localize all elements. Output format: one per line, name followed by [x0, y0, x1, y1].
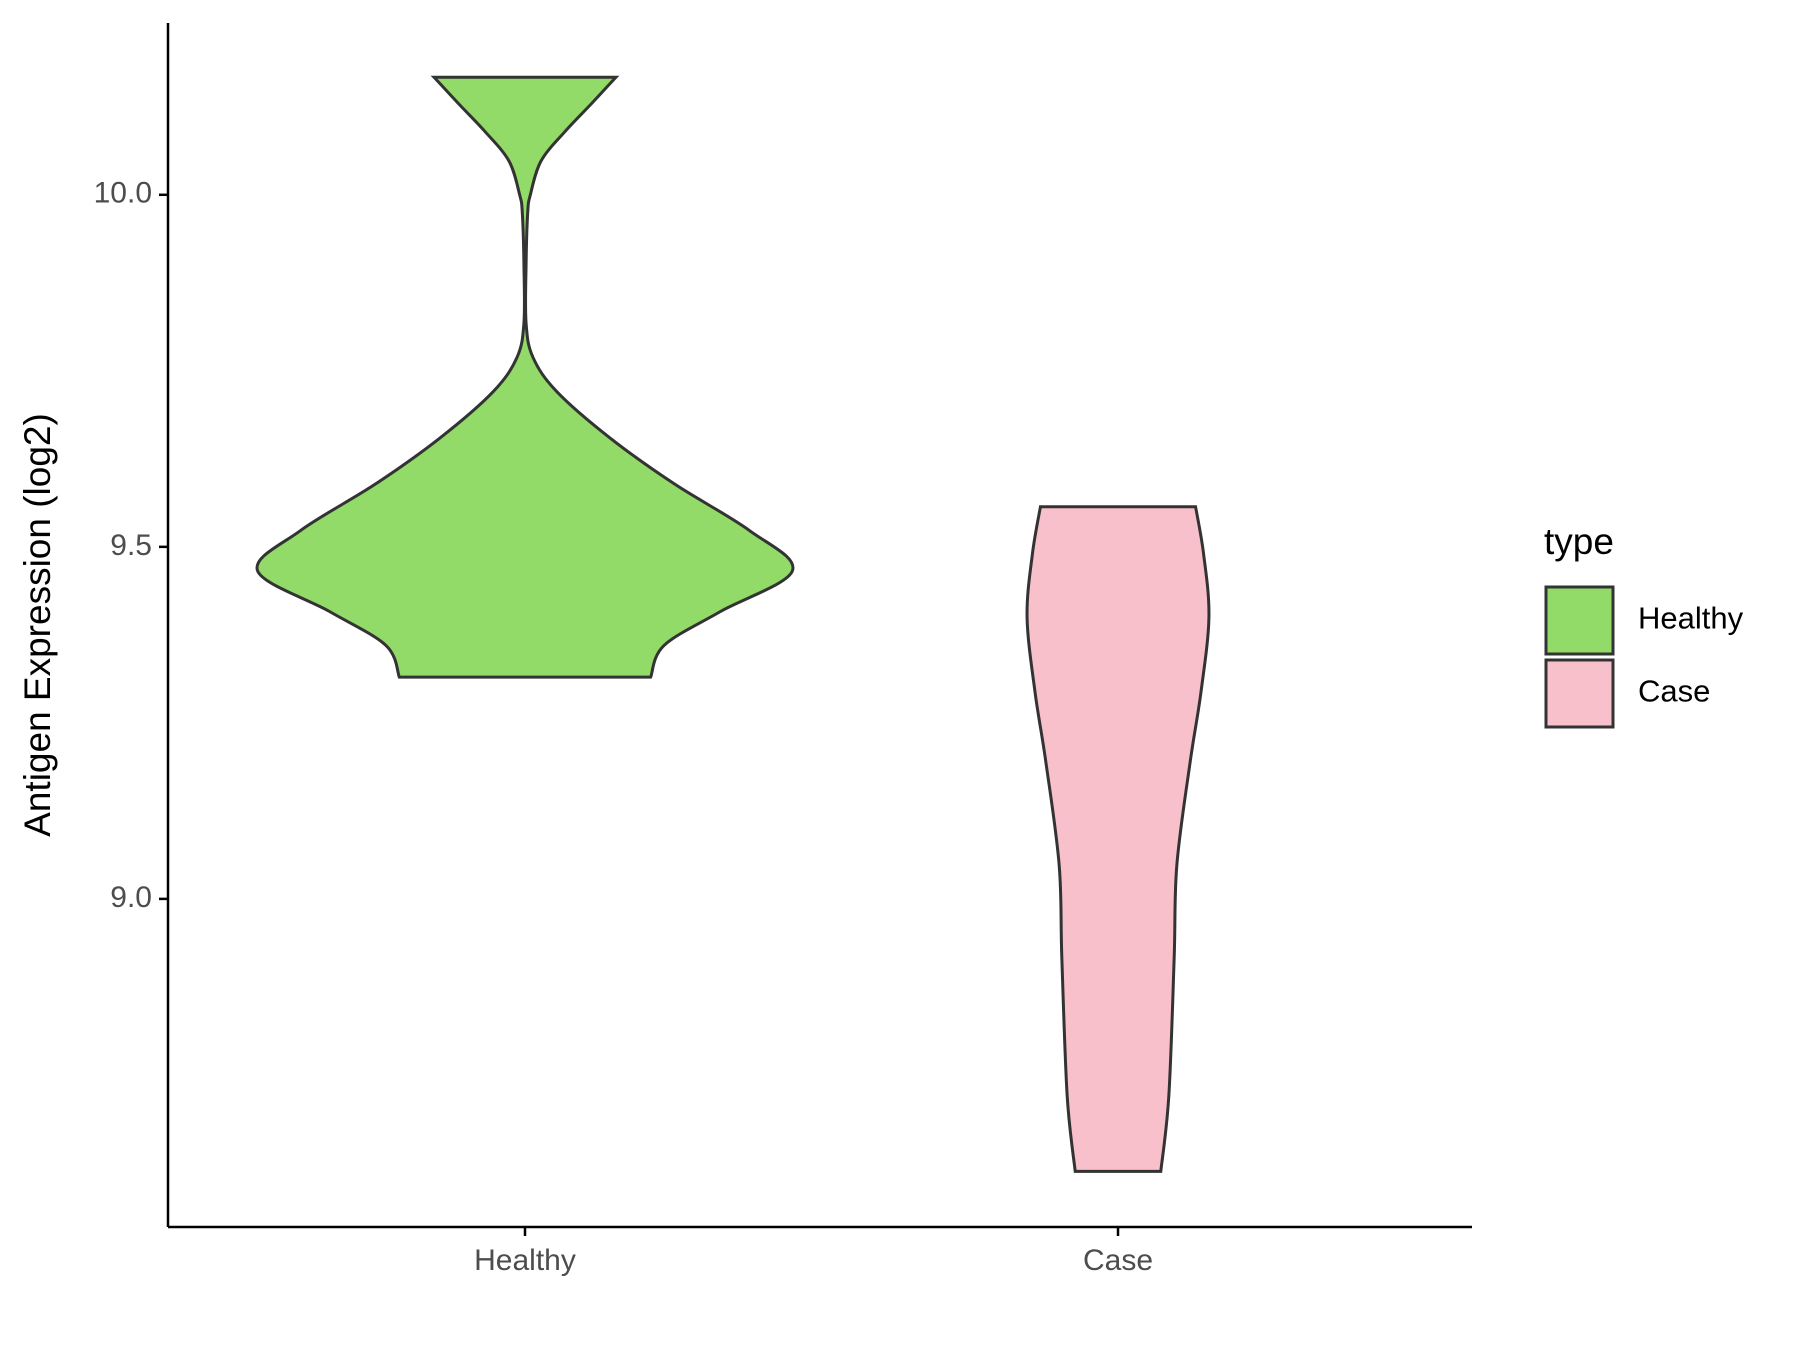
y-tick-label: 10.0 [94, 177, 152, 210]
legend-title: type [1544, 521, 1614, 562]
legend-key [1544, 658, 1615, 729]
legend-key [1544, 585, 1615, 656]
x-tick-label: Healthy [474, 1244, 576, 1277]
x-tick-label: Case [1083, 1244, 1153, 1277]
violin [255, 75, 795, 679]
violin [1025, 505, 1211, 1173]
y-axis-title: Antigen Expression (log2) [17, 413, 58, 837]
legend-label: Case [1638, 674, 1710, 709]
y-tick-label: 9.0 [110, 881, 152, 914]
y-tick-label: 9.5 [110, 529, 152, 562]
legend-label: Healthy [1638, 601, 1744, 636]
